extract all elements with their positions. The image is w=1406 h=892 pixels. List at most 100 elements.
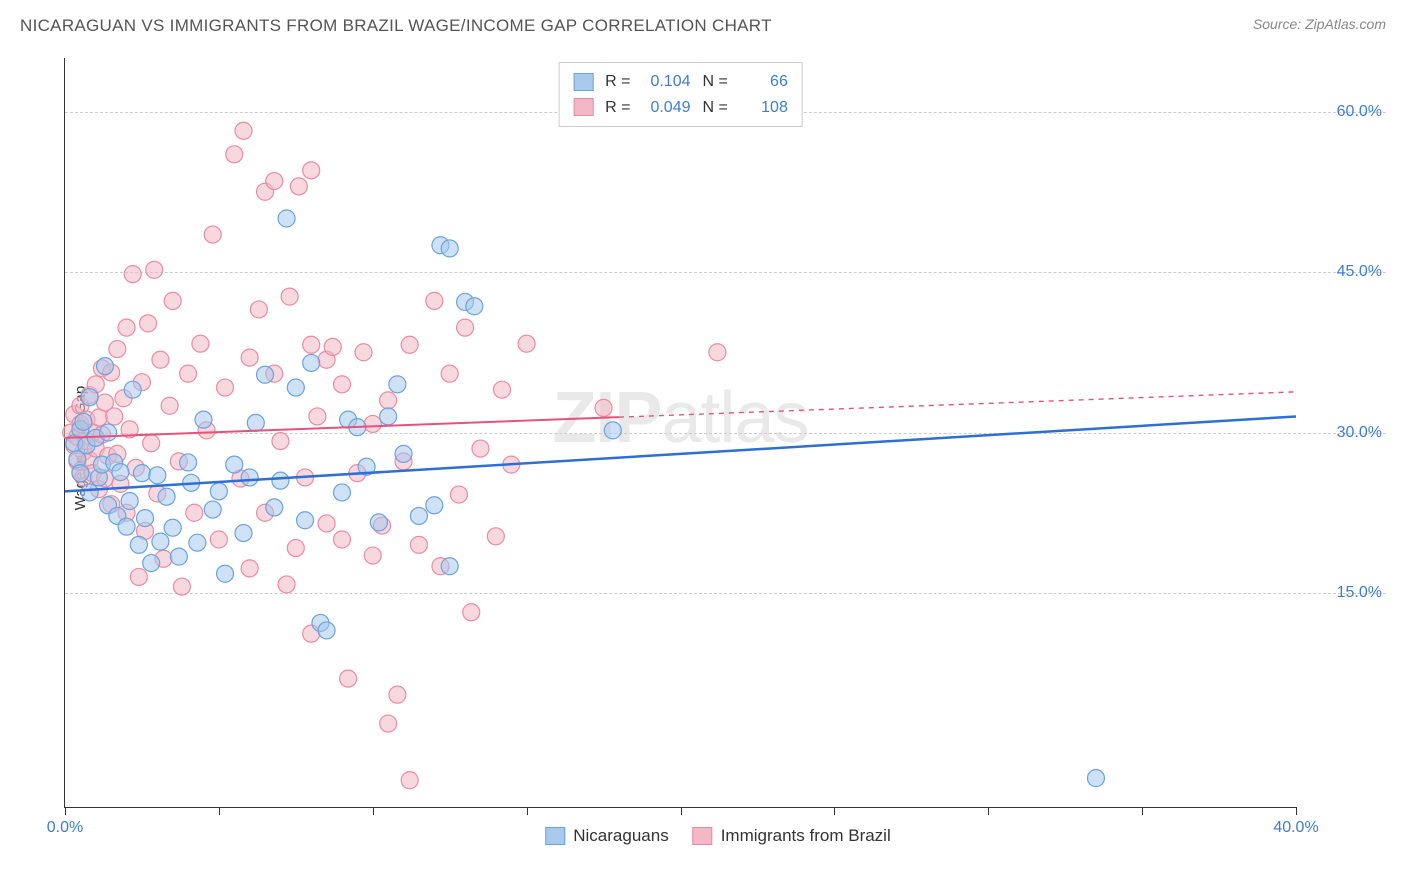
data-point [333, 531, 350, 548]
data-point [180, 454, 197, 471]
data-point [217, 565, 234, 582]
data-point [287, 379, 304, 396]
data-point [137, 510, 154, 527]
stat-value-r: 0.049 [639, 95, 691, 121]
data-point [604, 422, 621, 439]
chart-title: NICARAGUAN VS IMMIGRANTS FROM BRAZIL WAG… [20, 16, 772, 36]
data-point [389, 376, 406, 393]
legend-label: Nicaraguans [573, 826, 668, 846]
data-point [195, 411, 212, 428]
data-point [364, 415, 381, 432]
data-point [173, 578, 190, 595]
y-tick-label: 60.0% [1337, 103, 1382, 121]
data-point [257, 366, 274, 383]
data-point [450, 486, 467, 503]
data-point [100, 424, 117, 441]
data-point [143, 435, 160, 452]
y-tick-label: 30.0% [1337, 424, 1382, 442]
data-point [112, 464, 129, 481]
data-point [487, 528, 504, 545]
x-tick [834, 807, 835, 815]
y-tick-label: 45.0% [1337, 263, 1382, 281]
data-point [441, 365, 458, 382]
data-point [226, 146, 243, 163]
legend-item: Nicaraguans [545, 826, 668, 846]
data-point [226, 456, 243, 473]
data-point [303, 354, 320, 371]
data-point [72, 465, 89, 482]
data-point [161, 397, 178, 414]
data-point [463, 604, 480, 621]
data-point [426, 292, 443, 309]
data-point [186, 504, 203, 521]
data-point [210, 531, 227, 548]
data-point [303, 162, 320, 179]
data-point [130, 536, 147, 553]
data-point [595, 399, 612, 416]
stat-label-r: R = [605, 69, 630, 95]
data-point [164, 292, 181, 309]
data-point [158, 488, 175, 505]
data-point [410, 536, 427, 553]
data-point [333, 484, 350, 501]
data-point [118, 518, 135, 535]
data-point [250, 301, 267, 318]
data-point [290, 178, 307, 195]
data-point [81, 484, 98, 501]
data-point [192, 335, 209, 352]
header-bar: NICARAGUAN VS IMMIGRANTS FROM BRAZIL WAG… [0, 0, 1406, 44]
chart-container: Wage/Income Gap ZIPatlas 15.0%30.0%45.0%… [50, 48, 1386, 848]
stat-label-n: N = [703, 69, 728, 95]
data-point [272, 433, 289, 450]
legend-label: Immigrants from Brazil [721, 826, 891, 846]
data-point [518, 335, 535, 352]
data-point [124, 266, 141, 283]
plot-area: ZIPatlas 15.0%30.0%45.0%60.0% 0.0%40.0% … [64, 58, 1296, 808]
data-point [152, 533, 169, 550]
data-point [241, 469, 258, 486]
x-tick-label: 40.0% [1273, 819, 1318, 837]
data-point [149, 467, 166, 484]
data-point [318, 622, 335, 639]
x-tick [373, 807, 374, 815]
data-point [152, 351, 169, 368]
data-point [235, 122, 252, 139]
data-point [217, 379, 234, 396]
data-point [235, 525, 252, 542]
data-point [318, 515, 335, 532]
data-point [1087, 770, 1104, 787]
trend-line-extrapolated [619, 392, 1296, 417]
data-point [355, 344, 372, 361]
data-point [441, 240, 458, 257]
x-tick [527, 807, 528, 815]
data-point [278, 210, 295, 227]
data-point [324, 338, 341, 355]
data-point [364, 547, 381, 564]
stat-label-r: R = [605, 95, 630, 121]
data-point [133, 465, 150, 482]
data-point [278, 576, 295, 593]
y-tick-label: 15.0% [1337, 584, 1382, 602]
data-point [281, 288, 298, 305]
data-point [75, 413, 92, 430]
data-point [441, 558, 458, 575]
data-point [410, 507, 427, 524]
stat-value-n: 108 [736, 95, 788, 121]
source-attribution: Source: ZipAtlas.com [1253, 16, 1386, 32]
scatter-plot-svg [65, 58, 1296, 807]
data-point [81, 389, 98, 406]
data-point [389, 686, 406, 703]
data-point [130, 568, 147, 585]
data-point [266, 499, 283, 516]
stat-value-n: 66 [736, 69, 788, 95]
data-point [106, 408, 123, 425]
data-point [457, 319, 474, 336]
legend-swatch [573, 73, 593, 91]
data-point [370, 514, 387, 531]
data-point [297, 512, 314, 529]
data-point [140, 315, 157, 332]
x-tick [988, 807, 989, 815]
data-point [124, 381, 141, 398]
x-tick [65, 807, 66, 815]
x-tick [1296, 807, 1297, 815]
